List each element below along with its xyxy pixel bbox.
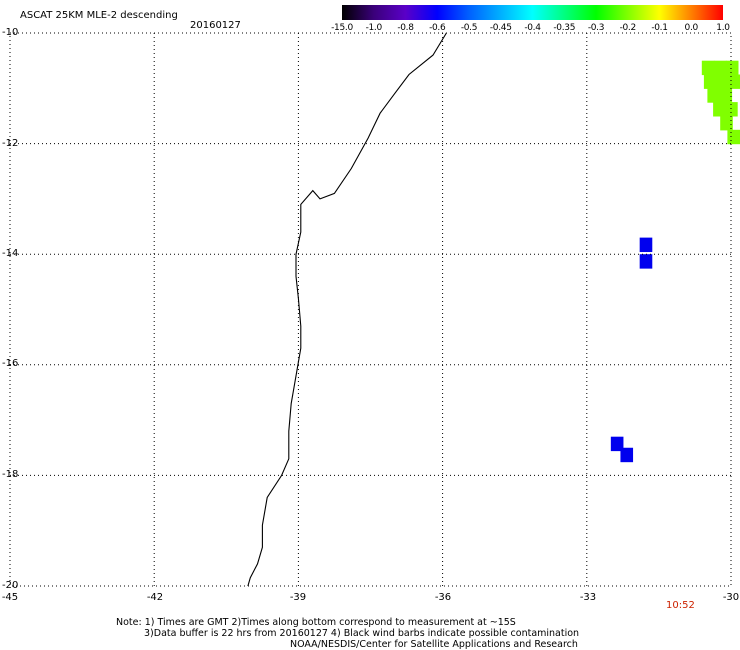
wind-cell (707, 88, 720, 103)
colorbar-tick-label: 1.0 (716, 23, 730, 33)
product-title: ASCAT 25KM MLE-2 descending (20, 10, 178, 21)
map-frame (9, 32, 732, 587)
lon-label: -42 (146, 592, 164, 603)
wind-cell (725, 102, 738, 117)
wind-cell (727, 74, 740, 89)
time-label: 10:52 (666, 600, 695, 611)
wind-cell (620, 447, 634, 463)
lat-label: -10 (2, 27, 19, 38)
lat-label: -14 (2, 248, 19, 259)
wind-cell (719, 88, 733, 103)
wind-cell (703, 74, 717, 89)
colorbar-tick-label: -1.0 (365, 23, 383, 33)
wind-cell (727, 129, 740, 145)
colorbar-tick-label: -0.8 (397, 23, 414, 33)
lon-label: -30 (722, 592, 740, 603)
lon-label: -36 (434, 592, 452, 603)
wind-cell (715, 74, 729, 89)
wind-cell (720, 116, 733, 131)
colorbar-tick-label: -15.0 (331, 23, 353, 33)
wind-cell (725, 60, 739, 76)
lon-label: -39 (289, 592, 307, 603)
note-line-2: 3)Data buffer is 22 hrs from 20160127 4)… (144, 628, 580, 639)
wind-cell (610, 436, 624, 452)
colorbar-tick-label: 0.0 (684, 23, 699, 33)
lat-label: -20 (2, 580, 19, 591)
colorbar-tick-label: -0.45 (489, 23, 512, 33)
colorbar-tick-label: -0.35 (553, 23, 576, 33)
wind-cell (639, 237, 653, 253)
lat-label: -16 (2, 358, 19, 369)
wind-cell (701, 60, 715, 76)
colorbar-tick-label: -0.2 (619, 23, 637, 33)
colorbar-tick-label: -0.3 (587, 23, 605, 33)
colorbar-tick-label: -0.4 (524, 23, 541, 33)
lat-label: -12 (2, 138, 19, 149)
note-line-3: NOAA/NESDIS/Center for Satellite Applica… (290, 639, 578, 650)
date-label: 20160127 (190, 20, 241, 31)
lon-label: -33 (579, 592, 597, 603)
colorbar-tick-label: -0.1 (651, 23, 668, 33)
coastline (247, 32, 447, 587)
colorbar-tick-label: -0.5 (460, 23, 478, 33)
lon-label: -45 (1, 592, 19, 603)
wind-cell (713, 60, 727, 76)
wind-cell (639, 254, 653, 269)
note-line-1: Note: 1) Times are GMT 2)Times along bot… (116, 617, 516, 628)
wind-cell (713, 102, 726, 117)
colorbar (342, 5, 723, 20)
lat-label: -18 (2, 469, 19, 480)
colorbar-tick-label: -0.6 (429, 23, 446, 33)
